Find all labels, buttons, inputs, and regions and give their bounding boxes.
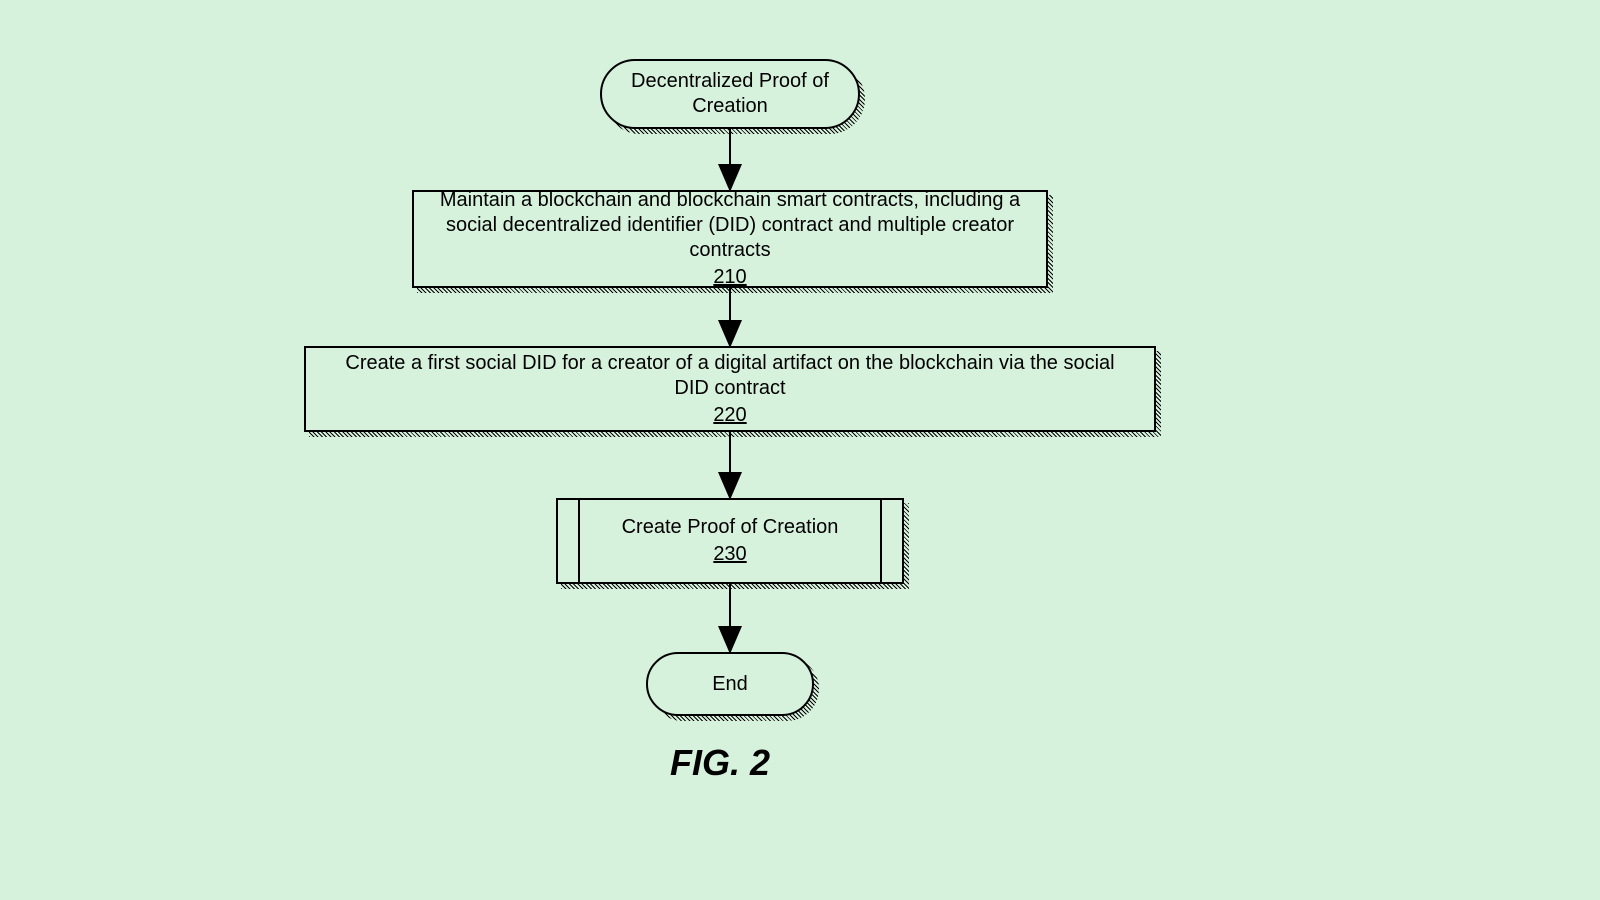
predef-bar-left-icon <box>578 500 580 582</box>
flow-step-210-ref: 210 <box>713 265 746 290</box>
flow-step-220-text: Create a first social DID for a creator … <box>326 351 1134 401</box>
flow-step-220-ref: 220 <box>713 403 746 428</box>
predef-bar-right-icon <box>880 500 882 582</box>
flow-step-230: Create Proof of Creation 230 <box>556 498 904 584</box>
flow-step-210: Maintain a blockchain and blockchain sma… <box>412 190 1048 288</box>
flow-start-terminator: Decentralized Proof of Creation <box>600 59 860 129</box>
flow-step-220: Create a first social DID for a creator … <box>304 346 1156 432</box>
flow-start-label: Decentralized Proof of Creation <box>630 69 830 119</box>
figure-caption: FIG. 2 <box>670 742 770 784</box>
flow-arrows-layer <box>0 0 1600 900</box>
flow-step-230-ref: 230 <box>713 542 746 567</box>
flow-end-terminator: End <box>646 652 814 716</box>
flow-step-230-text: Create Proof of Creation <box>622 515 839 540</box>
flow-step-210-text: Maintain a blockchain and blockchain sma… <box>434 188 1026 263</box>
flow-end-label: End <box>712 672 748 697</box>
